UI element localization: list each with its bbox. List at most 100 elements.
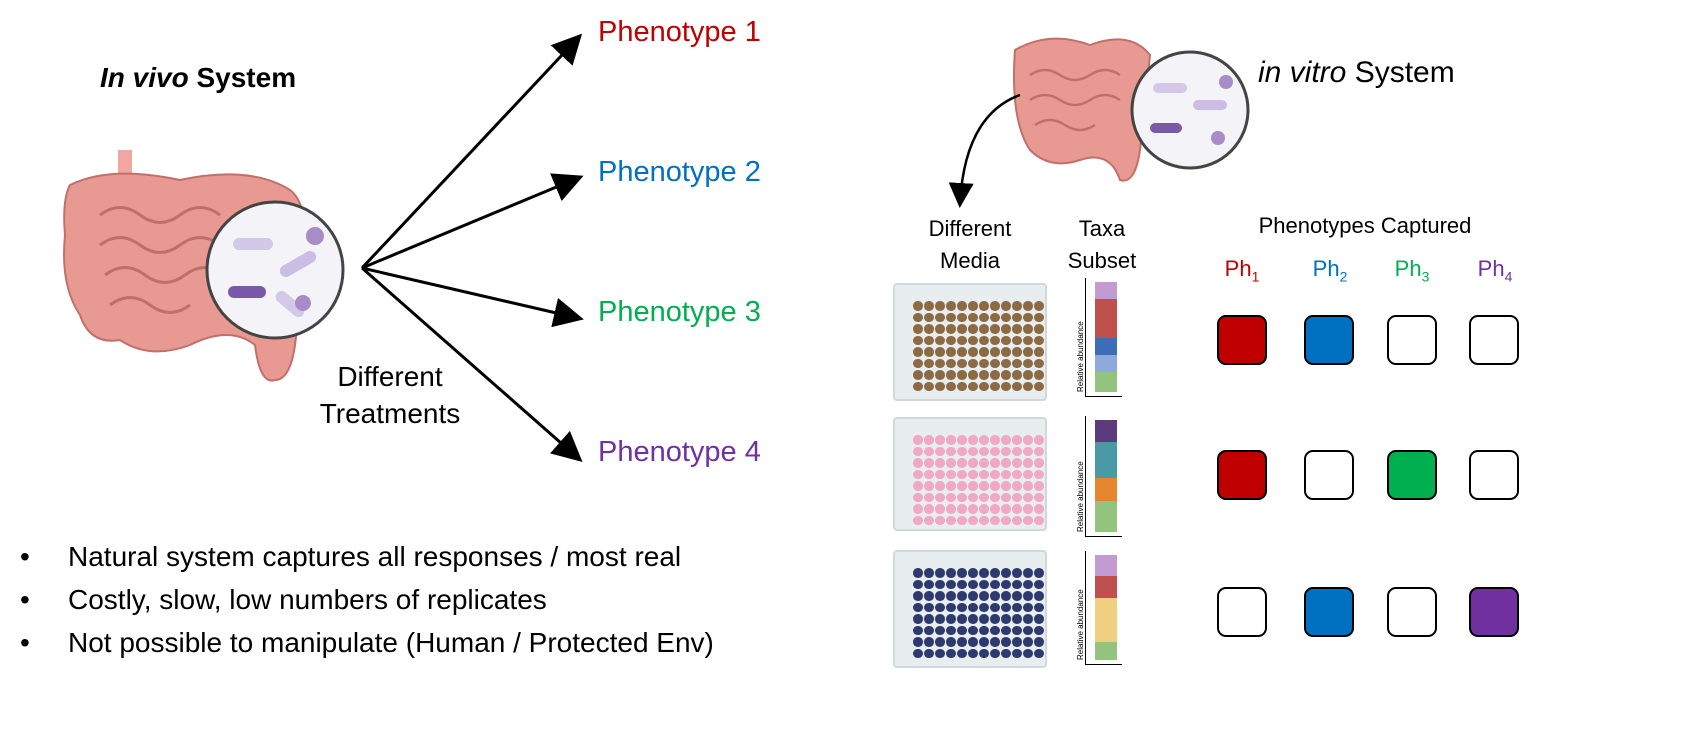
- well: [1001, 579, 1011, 589]
- well: [957, 458, 967, 468]
- well: [1012, 481, 1022, 491]
- well: [946, 335, 956, 345]
- well: [968, 312, 978, 322]
- well: [957, 614, 967, 624]
- taxa-header: Taxa Subset: [1067, 216, 1137, 273]
- well: [957, 301, 967, 311]
- well: [990, 312, 1000, 322]
- well: [990, 504, 1000, 514]
- well: [924, 370, 934, 380]
- well: [968, 602, 978, 612]
- well: [1012, 614, 1022, 624]
- well: [990, 481, 1000, 491]
- well: [968, 591, 978, 601]
- well: [1001, 515, 1011, 525]
- well: [990, 446, 1000, 456]
- well: [979, 481, 989, 491]
- well: [946, 435, 956, 445]
- taxa-segment: [1095, 372, 1117, 392]
- axis-label: Relative abundance: [1076, 461, 1085, 532]
- phenotype-label-2: Phenotype 2: [598, 156, 761, 188]
- well: [957, 504, 967, 514]
- well: [946, 446, 956, 456]
- well: [968, 469, 978, 479]
- well: [957, 370, 967, 380]
- well: [935, 492, 945, 502]
- well: [957, 335, 967, 345]
- well: [913, 602, 923, 612]
- well: [913, 435, 923, 445]
- well: [1023, 435, 1033, 445]
- well: [1012, 591, 1022, 601]
- well: [1001, 370, 1011, 380]
- well: [968, 324, 978, 334]
- well: [1012, 335, 1022, 345]
- well: [1023, 504, 1033, 514]
- well: [935, 481, 945, 491]
- phenotype-capture-box: [1217, 587, 1267, 637]
- well: [979, 458, 989, 468]
- well: [1012, 602, 1022, 612]
- well: [1001, 637, 1011, 647]
- well: [990, 648, 1000, 658]
- well: [1034, 324, 1044, 334]
- well: [1034, 625, 1044, 635]
- well: [1023, 335, 1033, 345]
- well: [957, 515, 967, 525]
- well: [924, 335, 934, 345]
- well: [1034, 591, 1044, 601]
- well: [968, 358, 978, 368]
- phenotype-capture-box: [1387, 315, 1437, 365]
- well: [957, 492, 967, 502]
- well: [1001, 381, 1011, 391]
- well: [979, 324, 989, 334]
- well: [990, 358, 1000, 368]
- well: [990, 458, 1000, 468]
- well: [990, 335, 1000, 345]
- well: [924, 625, 934, 635]
- well: [1023, 370, 1033, 380]
- ph-label-4: Ph4: [1477, 256, 1513, 285]
- well: [924, 301, 934, 311]
- well: [1001, 446, 1011, 456]
- well: [924, 579, 934, 589]
- well: [913, 370, 923, 380]
- phenotype-capture-box: [1387, 587, 1437, 637]
- well: [935, 324, 945, 334]
- well: [935, 579, 945, 589]
- well: [1034, 446, 1044, 456]
- well: [957, 381, 967, 391]
- well: [979, 637, 989, 647]
- well: [968, 614, 978, 624]
- well: [957, 435, 967, 445]
- in-vivo-title: In vivo System: [100, 62, 297, 93]
- well: [957, 648, 967, 658]
- well: [968, 347, 978, 357]
- well: [1001, 504, 1011, 514]
- well: [913, 568, 923, 578]
- well: [968, 301, 978, 311]
- phenotype-capture-box: [1217, 450, 1267, 500]
- curved-arrow: [948, 93, 1021, 208]
- taxa-axis: [1085, 551, 1122, 665]
- well: [935, 614, 945, 624]
- well: [935, 568, 945, 578]
- well: [913, 301, 923, 311]
- well: [924, 469, 934, 479]
- well: [1023, 301, 1033, 311]
- well: [913, 637, 923, 647]
- well: [1001, 458, 1011, 468]
- well: [990, 591, 1000, 601]
- well: [1023, 458, 1033, 468]
- well: [935, 370, 945, 380]
- well: [946, 347, 956, 357]
- well: [1012, 504, 1022, 514]
- well: [968, 335, 978, 345]
- well: [935, 435, 945, 445]
- well: [1012, 370, 1022, 380]
- bullet-item: Not possible to manipulate (Human / Prot…: [20, 621, 714, 664]
- phenotype-capture-box: [1469, 587, 1519, 637]
- well: [979, 370, 989, 380]
- well: [1012, 648, 1022, 658]
- well: [990, 381, 1000, 391]
